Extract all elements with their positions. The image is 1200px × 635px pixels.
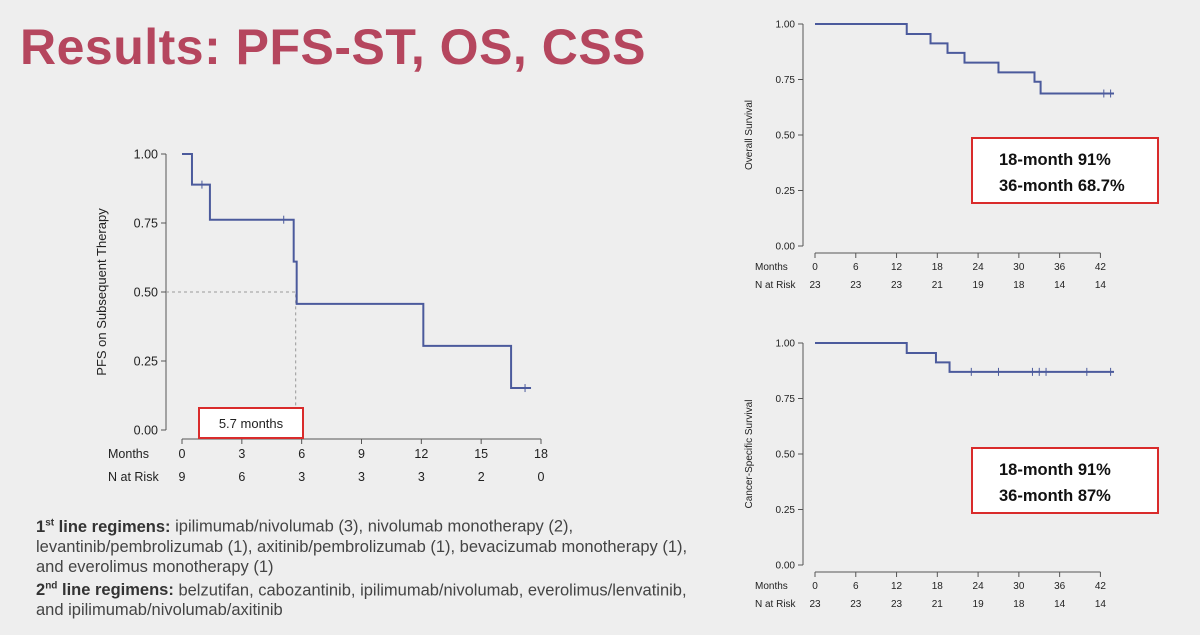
- first-line-list: ipilimumab/nivolumab (3), nivolumab mono…: [36, 517, 688, 576]
- pfs-months-label: Months: [108, 447, 149, 461]
- css-callout-line-2: 36-month 87%: [999, 487, 1111, 505]
- os-callout-line-2: 36-month 68.7%: [999, 177, 1125, 195]
- pfs-y-tick-label: 0.00: [134, 423, 158, 437]
- pfs-median-guide: [166, 291, 297, 430]
- css-y-tick-label: 0.75: [776, 394, 796, 405]
- first-line-label: 1st line regimens:: [36, 517, 171, 536]
- css-y-tick-label: 0.00: [776, 561, 796, 572]
- css-n-at-risk-value: 21: [932, 599, 944, 610]
- second-line-ordinal: 2: [36, 581, 46, 599]
- second-line-list: belzutifan, cabozantinib, ipilimumab/niv…: [36, 581, 687, 619]
- second-line-ordinal-suffix: nd: [45, 580, 58, 592]
- pfs-n-at-risk-value: 0: [538, 470, 545, 484]
- pfs-y-tick-label: 0.50: [134, 285, 158, 299]
- css-survival-curve: [815, 342, 1114, 373]
- pfs-n-at-risk-value: 3: [358, 470, 365, 484]
- css-months-label: Months: [755, 581, 788, 592]
- css-x-tick-label: 18: [932, 581, 944, 592]
- pfs-n-at-risk-value: 6: [238, 470, 245, 484]
- css-callout: 18-month 91% 36-month 87%: [971, 447, 1159, 514]
- pfs-x-tick-label: 3: [238, 447, 245, 461]
- css-y-axis-title: Cancer-Specific Survival: [744, 400, 755, 509]
- pfs-x-tick-label: 18: [534, 447, 548, 461]
- pfs-y-tick-label: 0.25: [134, 354, 158, 368]
- css-n-at-risk-value: 23: [891, 599, 903, 610]
- pfs-x-tick-label: 0: [179, 447, 186, 461]
- os-y-tick-label: 0.25: [776, 186, 796, 197]
- slide-title: Results: PFS-ST, OS, CSS: [20, 19, 647, 75]
- os-n-at-risk-value: 19: [973, 280, 985, 291]
- css-y-tick-label: 0.50: [776, 450, 796, 461]
- os-x-tick-label: 0: [812, 262, 818, 273]
- os-x-tick-label: 36: [1054, 262, 1066, 273]
- os-months-label: Months: [755, 262, 788, 273]
- os-survival-curve: [815, 23, 1114, 95]
- first-line-ordinal: 1: [36, 517, 46, 536]
- css-callout-line-1: 18-month 91%: [999, 461, 1111, 479]
- pfs-n-at-risk-value: 2: [478, 470, 485, 484]
- pfs-x-tick-label: 12: [414, 447, 428, 461]
- os-x-tick-label: 6: [853, 262, 859, 273]
- regimens-text: 1st line regimens: ipilimumab/nivolumab …: [36, 513, 716, 620]
- os-n-at-risk-value: 21: [932, 280, 944, 291]
- os-n-at-risk-value: 23: [891, 280, 903, 291]
- os-x-tick-label: 42: [1095, 262, 1107, 273]
- css-x-tick-label: 24: [973, 581, 985, 592]
- css-x-tick-label: 0: [812, 581, 818, 592]
- css-n-at-risk-value: 23: [850, 599, 862, 610]
- css-n-at-risk-value: 18: [1013, 599, 1025, 610]
- os-y-axis-title: Overall Survival: [744, 100, 755, 170]
- pfs-y-tick-label: 0.75: [134, 216, 158, 230]
- css-n-at-risk-value: 14: [1095, 599, 1107, 610]
- median-pfs-callout: 5.7 months: [198, 407, 304, 439]
- css-y-tick-label: 0.25: [776, 505, 796, 516]
- os-y-tick-label: 0.50: [776, 131, 796, 142]
- os-y-tick-label: 1.00: [776, 20, 796, 31]
- pfs-survival-curve: [182, 153, 532, 390]
- os-y-tick-label: 0.75: [776, 75, 796, 86]
- os-callout: 18-month 91% 36-month 68.7%: [971, 137, 1159, 204]
- os-n-at-risk-value: 14: [1095, 280, 1107, 291]
- os-callout-line-1: 18-month 91%: [999, 151, 1111, 169]
- pfs-y-tick-label: 1.00: [134, 147, 158, 161]
- css-n-at-risk-value: 19: [973, 599, 985, 610]
- css-x-tick-label: 36: [1054, 581, 1066, 592]
- os-x-tick-label: 12: [891, 262, 903, 273]
- first-line-ordinal-suffix: st: [45, 517, 55, 528]
- css-x-tick-label: 6: [853, 581, 859, 592]
- css-n-at-risk-value: 14: [1054, 599, 1066, 610]
- os-x-tick-label: 24: [973, 262, 985, 273]
- css-y-tick-label: 1.00: [776, 339, 796, 350]
- pfs-y-axis-title: PFS on Subsequent Therapy: [94, 208, 109, 376]
- os-n-at-risk-value: 14: [1054, 280, 1066, 291]
- css-x-tick-label: 42: [1095, 581, 1107, 592]
- os-n-at-risk-label: N at Risk: [755, 280, 797, 291]
- os-x-tick-label: 30: [1013, 262, 1025, 273]
- pfs-n-at-risk-value: 3: [418, 470, 425, 484]
- first-line-regimens: 1st line regimens: ipilimumab/nivolumab …: [36, 513, 716, 577]
- first-line-label-text: line regimens:: [54, 517, 171, 536]
- pfs-n-at-risk-value: 9: [179, 470, 186, 484]
- css-x-tick-label: 30: [1013, 581, 1025, 592]
- pfs-n-at-risk-label: N at Risk: [108, 470, 159, 484]
- second-line-regimens: 2nd line regimens: belzutifan, cabozanti…: [36, 577, 716, 621]
- second-line-label: 2nd line regimens:: [36, 580, 174, 600]
- pfs-x-tick-label: 15: [474, 447, 488, 461]
- css-n-at-risk-label: N at Risk: [755, 599, 797, 610]
- os-n-at-risk-value: 23: [850, 280, 862, 291]
- css-n-at-risk-value: 23: [809, 599, 821, 610]
- os-y-tick-label: 0.00: [776, 242, 796, 253]
- css-x-tick-label: 12: [891, 581, 903, 592]
- os-x-tick-label: 18: [932, 262, 944, 273]
- pfs-x-tick-label: 6: [298, 447, 305, 461]
- pfs-n-at-risk-value: 3: [298, 470, 305, 484]
- second-line-label-text: line regimens:: [57, 581, 174, 599]
- os-n-at-risk-value: 23: [809, 280, 821, 291]
- os-n-at-risk-value: 18: [1013, 280, 1025, 291]
- pfs-x-tick-label: 9: [358, 447, 365, 461]
